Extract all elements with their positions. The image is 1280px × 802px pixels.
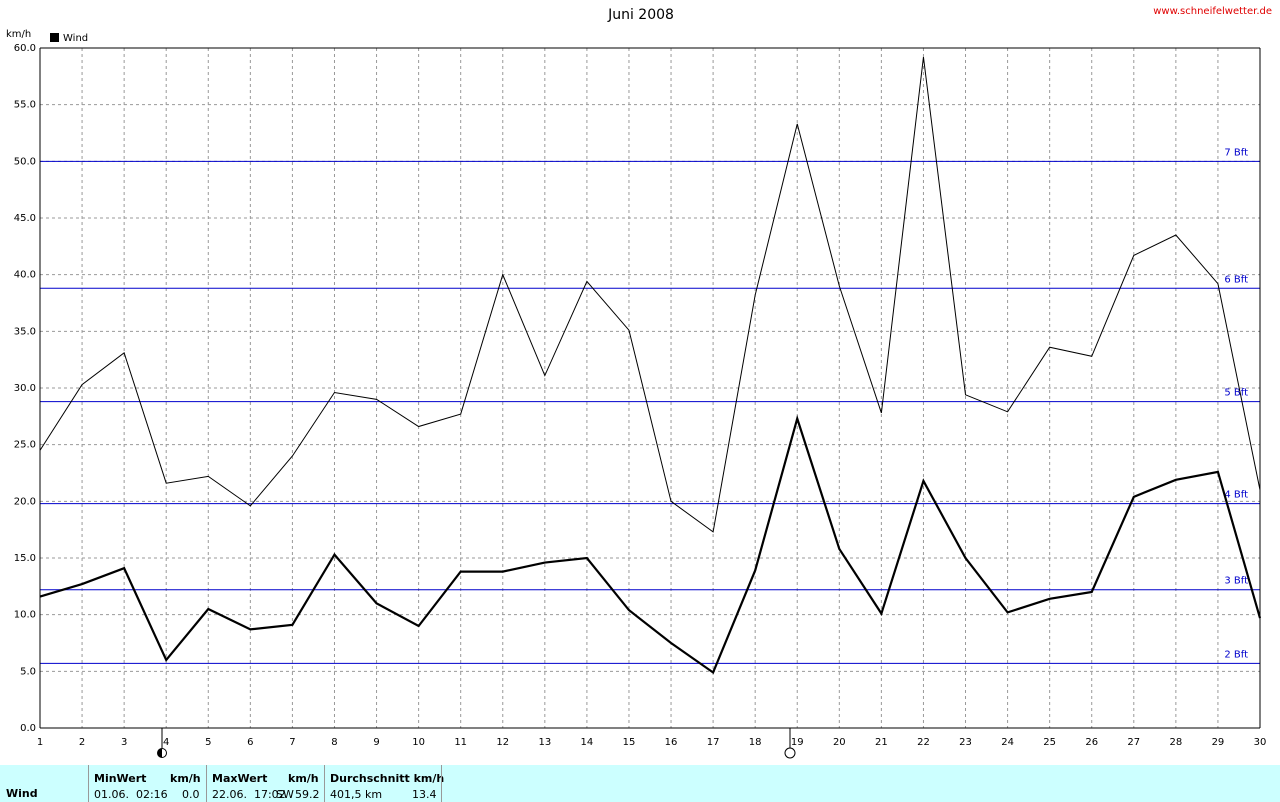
x-tick-label: 20 — [833, 737, 846, 748]
x-tick-label: 6 — [247, 737, 253, 748]
separator — [206, 765, 207, 802]
x-tick-label: 10 — [412, 737, 425, 748]
y-tick-label: 40.0 — [14, 270, 36, 281]
x-tick-label: 15 — [623, 737, 636, 748]
y-tick-label: 0.0 — [20, 723, 36, 734]
y-tick-label: 60.0 — [14, 43, 36, 54]
x-tick-label: 17 — [707, 737, 720, 748]
x-tick-label: 4 — [163, 737, 169, 748]
legend-label: Wind — [63, 33, 88, 44]
reference-label: 4 Bft — [1224, 490, 1248, 501]
reference-label: 5 Bft — [1224, 388, 1248, 399]
x-tick-label: 19 — [791, 737, 804, 748]
x-tick-label: 21 — [875, 737, 888, 748]
reference-label: 3 Bft — [1224, 576, 1248, 587]
max-time: 22.06. 17:02 — [212, 788, 286, 801]
y-unit: km/h — [6, 29, 31, 40]
y-tick-label: 45.0 — [14, 213, 36, 224]
y-tick-label: 55.0 — [14, 100, 36, 111]
separator — [324, 765, 325, 802]
avg-value: 13.4 — [412, 788, 437, 801]
x-tick-label: 28 — [1169, 737, 1182, 748]
x-tick-label: 12 — [496, 737, 509, 748]
y-tick-label: 15.0 — [14, 553, 36, 564]
x-tick-label: 24 — [1001, 737, 1014, 748]
series-line — [39, 414, 1262, 675]
moon-full — [784, 747, 796, 759]
summary-table: Wind MinWert km/h 01.06. 02:16 0.0 MaxWe… — [0, 765, 1280, 802]
max-dir: SW — [276, 788, 294, 801]
legend-swatch — [50, 33, 59, 42]
x-tick-label: 7 — [289, 737, 295, 748]
y-tick-label: 35.0 — [14, 326, 36, 337]
max-value: 59.2 — [295, 788, 320, 801]
min-unit: km/h — [170, 772, 201, 785]
min-header: MinWert — [94, 772, 147, 785]
min-time: 01.06. 02:16 — [94, 788, 168, 801]
separator — [88, 765, 89, 802]
y-tick-label: 10.0 — [14, 610, 36, 621]
x-tick-label: 1 — [37, 737, 43, 748]
x-tick-label: 14 — [581, 737, 594, 748]
y-tick-label: 30.0 — [14, 383, 36, 394]
x-tick-label: 22 — [917, 737, 930, 748]
chart-title: Juni 2008 — [607, 7, 674, 23]
source: www.schneifelwetter.de — [1153, 6, 1272, 17]
x-tick-label: 29 — [1212, 737, 1225, 748]
avg-header: Durchschnitt km/h — [330, 772, 445, 785]
row-label: Wind — [6, 787, 38, 800]
separator — [441, 765, 442, 802]
y-tick-label: 50.0 — [14, 156, 36, 167]
x-tick-label: 11 — [454, 737, 467, 748]
x-tick-label: 26 — [1085, 737, 1098, 748]
max-unit: km/h — [288, 772, 319, 785]
x-tick-label: 8 — [331, 737, 337, 748]
max-header: MaxWert — [212, 772, 268, 785]
avg-total: 401,5 km — [330, 788, 383, 801]
min-value: 0.0 — [182, 788, 200, 801]
plot: 0.0 5.0 10.0 15.0 20.0 25.0 30.0 35.0 40.0 45.0 50… — [14, 43, 1267, 748]
x-tick-label: 23 — [959, 737, 972, 748]
reference-label: 7 Bft — [1224, 147, 1248, 158]
x-tick-label: 27 — [1127, 737, 1140, 748]
chart: Juni 2008 www.schneifelwetter.de km/h Wi… — [6, 6, 1272, 759]
x-tick-label: 25 — [1043, 737, 1056, 748]
x-tick-label: 5 — [205, 737, 211, 748]
x-tick-label: 13 — [538, 737, 551, 748]
reference-label: 2 Bft — [1224, 649, 1248, 660]
y-tick-label: 5.0 — [20, 666, 36, 677]
y-tick-label: 20.0 — [14, 496, 36, 507]
x-tick-label: 30 — [1254, 737, 1267, 748]
x-tick-label: 9 — [373, 737, 379, 748]
reference-label: 6 Bft — [1224, 274, 1248, 285]
series-line — [39, 57, 1261, 533]
x-tick-label: 18 — [749, 737, 762, 748]
x-tick-label: 2 — [79, 737, 85, 748]
y-tick-label: 25.0 — [14, 440, 36, 451]
moon-half-fill — [157, 748, 162, 758]
x-tick-label: 16 — [665, 737, 678, 748]
x-tick-label: 3 — [121, 737, 127, 748]
